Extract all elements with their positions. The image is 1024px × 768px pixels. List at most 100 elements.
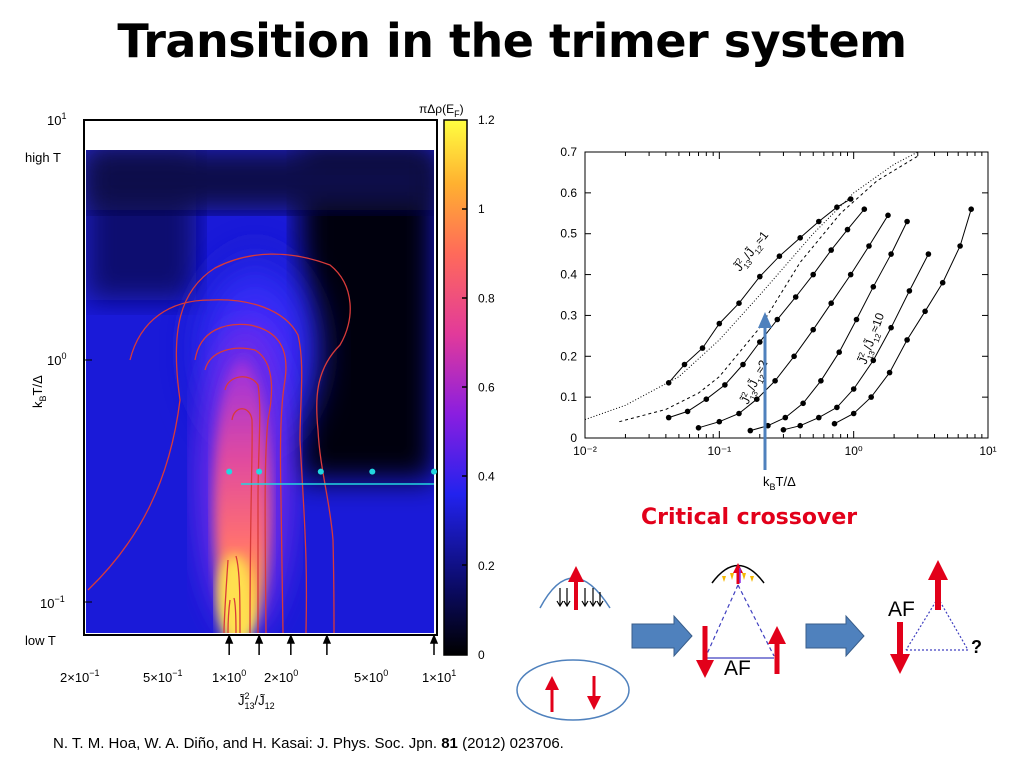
line-series-5	[750, 221, 908, 432]
x-tick-5e-1: 5×10−1	[143, 668, 183, 685]
line-marker	[870, 357, 877, 364]
spin-diagrams	[516, 560, 969, 721]
colorbar-tick-label: 0.2	[478, 559, 495, 573]
line-marker	[847, 271, 854, 278]
line-marker	[797, 235, 803, 241]
af-label-2: AF	[888, 598, 915, 621]
ratio-marker-arrowhead	[254, 634, 264, 644]
question-mark: ?	[971, 637, 982, 657]
line-marker	[736, 300, 742, 307]
line-marker	[757, 273, 763, 280]
line-x-tick-label: 10⁻¹	[707, 444, 731, 458]
line-x-tick-label: 10⁻²	[573, 444, 597, 458]
spin-pair-arrows	[545, 676, 601, 712]
line-marker	[957, 243, 963, 249]
x-tick-2e-1: 2×10−1	[60, 668, 100, 685]
y-tick-10e0: 100	[47, 351, 66, 368]
citation-rest: (2012) 023706.	[462, 735, 564, 752]
x-tick-1e1: 1×101	[422, 668, 456, 685]
line-marker	[754, 396, 760, 403]
line-y-tick-label: 0.2	[560, 349, 577, 363]
line-y-tick-label: 0.7	[560, 145, 577, 159]
colorbar-tick-label: 0.6	[478, 381, 495, 395]
critical-crossover-label: Critical crossover	[641, 505, 858, 530]
line-marker	[716, 418, 723, 425]
line-marker	[904, 337, 910, 343]
colorbar-tick-label: 1.2	[478, 113, 495, 127]
line-marker	[810, 326, 816, 333]
citation-authors: N. T. M. Hoa, W. A. Diño, and H. Kasai: …	[53, 735, 438, 752]
line-marker	[684, 408, 691, 415]
y-tick-high-t: high T	[25, 150, 61, 165]
line-marker	[757, 339, 763, 345]
ratio-marker-arrowhead	[429, 634, 439, 644]
line-marker	[716, 320, 723, 327]
line-marker	[847, 196, 854, 202]
line-marker	[925, 251, 932, 257]
line-marker	[816, 218, 822, 225]
line-marker	[810, 271, 816, 278]
colorbar-label: πΔρ(EF)	[419, 102, 464, 119]
line-marker	[747, 427, 754, 434]
line-marker	[828, 300, 834, 307]
line-series-3	[668, 208, 865, 419]
citation: N. T. M. Hoa, W. A. Diño, and H. Kasai: …	[53, 735, 564, 752]
x-tick-5e0: 5×100	[354, 668, 388, 685]
line-marker	[797, 422, 803, 429]
line-x-label: kBT/Δ	[763, 474, 796, 492]
line-marker	[722, 382, 728, 388]
line-y-tick-label: 0.3	[560, 308, 577, 322]
line-x-tick-label: 10⁰	[845, 444, 863, 458]
line-marker	[699, 345, 706, 351]
block-arrow-2	[805, 614, 865, 658]
line-marker	[888, 251, 894, 257]
ratio-marker-arrowhead	[286, 634, 295, 644]
af-label-1: AF	[724, 657, 751, 680]
line-x-tick-label: 10¹	[979, 444, 996, 458]
ratio-marker-arrowhead	[225, 634, 234, 644]
line-marker	[776, 253, 783, 259]
x-tick-1e0: 1×100	[212, 668, 246, 685]
line-y-tick-label: 0.1	[560, 390, 577, 404]
line-marker	[703, 396, 710, 403]
line-marker	[665, 414, 672, 421]
line-marker	[844, 226, 851, 233]
line-y-tick-label: 0.4	[560, 268, 577, 282]
line-marker	[922, 308, 928, 315]
block-arrow-1	[631, 614, 693, 658]
y-axis-label: kBT/Δ	[30, 375, 48, 408]
line-marker	[828, 247, 834, 253]
y-tick-10e1: 101	[47, 111, 66, 128]
crossover-point	[431, 468, 437, 475]
crossover-point	[226, 468, 233, 475]
line-marker	[906, 288, 913, 294]
line-marker	[866, 243, 872, 249]
heatmap-chart: high T low T 101 100 10−1 kBT/Δ 2×10−1 5…	[25, 102, 495, 711]
line-marker	[816, 414, 822, 421]
x-tick-2e0: 2×100	[264, 668, 298, 685]
dome-spins-1	[539, 566, 611, 610]
colorbar-tick-label: 0.8	[478, 291, 495, 305]
crossover-point	[369, 468, 376, 475]
line-marker	[740, 361, 746, 368]
triangle-af-2	[890, 560, 969, 674]
line-marker	[818, 378, 824, 384]
x-axis-label: J̃2 13/J̃12	[238, 691, 275, 711]
line-marker	[886, 369, 893, 376]
line-marker	[853, 316, 860, 323]
line-series-0	[584, 151, 919, 421]
line-marker	[870, 284, 877, 290]
triangle-af-1	[696, 584, 786, 678]
crossover-pointer: kBT/Δ	[758, 312, 796, 492]
line-marker	[834, 404, 840, 411]
line-y-tick-label: 0	[570, 431, 577, 445]
line-marker	[772, 378, 778, 384]
dome-spins-2	[711, 563, 765, 584]
line-y-tick-label: 0.6	[560, 186, 577, 200]
line-marker	[868, 394, 874, 400]
line-marker	[836, 349, 842, 356]
line-marker	[695, 425, 702, 431]
line-marker	[850, 386, 857, 392]
spin-pair-oval	[516, 659, 630, 721]
